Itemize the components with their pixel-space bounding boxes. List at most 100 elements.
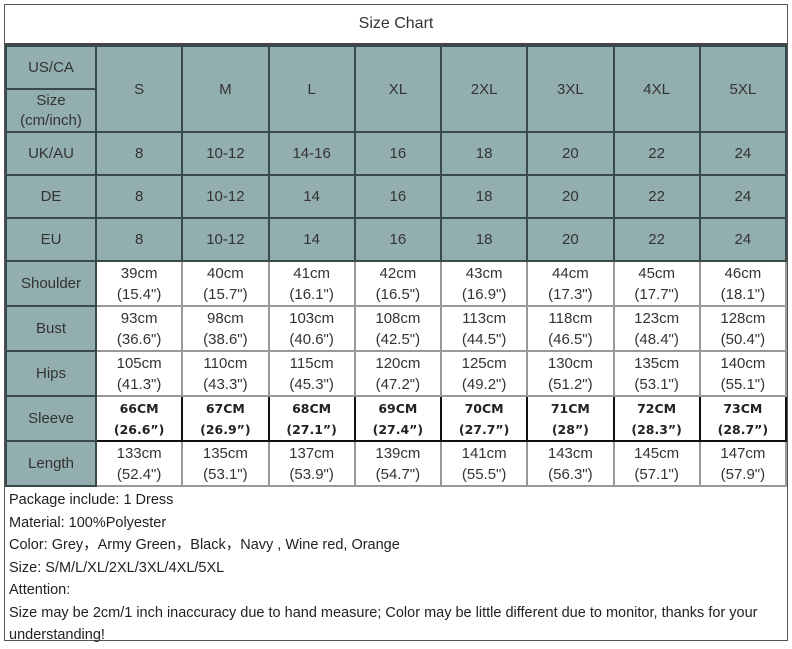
inch-value: (55.5") <box>461 465 507 483</box>
inch-value: (17.7") <box>634 285 679 303</box>
cm-value: 120cm <box>375 354 421 372</box>
cm-value: 46cm <box>724 264 762 282</box>
cm-value: 139cm <box>375 444 421 462</box>
inch-value: (27.4”) <box>372 421 424 437</box>
measure-row: Hips 105cm (41.3") 110cm (43.3") 115cm (45.3")… <box>5 350 788 397</box>
inch-value: (40.6") <box>289 330 334 348</box>
cm-value: 93cm <box>120 309 158 327</box>
cm-value: 118cm <box>548 309 593 327</box>
measure-row: Bust 93cm (36.6") 98cm (38.6") 103cm (40.6") 10… <box>5 305 788 352</box>
row-label: Sleeve <box>5 395 97 442</box>
cm-value: 145cm <box>634 444 680 462</box>
inch-value: (46.5") <box>548 330 593 348</box>
region-size-cell: 14 <box>267 217 356 262</box>
measure-cell: 105cm (41.3") <box>94 350 184 397</box>
inch-value: (54.7") <box>375 465 421 483</box>
cm-value: 133cm <box>116 444 162 462</box>
measure-cell: 140cm (55.1") <box>698 350 788 397</box>
region-size-cell: 16 <box>353 131 443 176</box>
inch-value: (27.7”) <box>458 421 510 437</box>
measure-row: Shoulder 39cm (15.4") 40cm (15.7") 41cm (16.1"… <box>5 260 788 307</box>
inch-value: (44.5") <box>461 330 507 348</box>
cm-value: 45cm <box>638 264 675 282</box>
cm-value: 135cm <box>634 354 680 372</box>
measure-cell: 72CM (28.3”) <box>612 395 701 442</box>
note-line: Size may be 2cm/1 inch inaccuracy due to… <box>9 604 758 644</box>
header-row: US/CA S M L XL 2XL 3XL 4XL 5XL <box>5 45 788 133</box>
cm-value: 44cm <box>552 264 589 282</box>
size-header: 4XL <box>612 45 701 133</box>
inch-value: (53.1") <box>634 375 679 393</box>
measure-cell: 103cm (40.6") <box>267 305 356 352</box>
cm-value: 115cm <box>289 354 334 372</box>
cm-value: 42cm <box>379 264 417 282</box>
measure-row: Sleeve 66CM (26.6”) 67CM (26.9”) 68CM (27.1”) 6… <box>5 395 788 442</box>
size-header: M <box>181 45 270 133</box>
inch-value: (45.3") <box>289 375 334 393</box>
cm-value: 135cm <box>202 444 248 462</box>
inch-value: (53.1") <box>203 465 248 483</box>
inch-value: (16.5") <box>375 285 421 303</box>
inch-value: (17.3") <box>548 285 593 303</box>
region-size-cell: 22 <box>612 131 701 176</box>
region-size-cell: 10-12 <box>181 217 270 262</box>
cm-value: 103cm <box>289 309 335 327</box>
cm-value: 41cm <box>293 264 330 282</box>
measure-cell: 69CM (27.4”) <box>353 395 443 442</box>
cm-value: 69CM <box>378 400 418 416</box>
us-ca-label: US/CA <box>5 45 97 90</box>
measure-cell: 93cm (36.6") <box>94 305 184 352</box>
measure-cell: 39cm (15.4") <box>94 260 184 307</box>
unit-label: (cm/inch) <box>20 111 82 129</box>
cm-value: 123cm <box>634 309 680 327</box>
measure-cell: 41cm (16.1") <box>267 260 356 307</box>
cm-value: 108cm <box>375 309 421 327</box>
cm-value: 125cm <box>461 354 507 372</box>
measure-cell: 125cm (49.2") <box>439 350 529 397</box>
row-label: DE <box>5 174 97 219</box>
measure-cell: 118cm (46.5") <box>526 305 615 352</box>
measure-cell: 115cm (45.3") <box>267 350 356 397</box>
measure-cell: 141cm (55.5") <box>439 440 529 487</box>
note-line: Material: 100%Polyester <box>9 514 167 531</box>
cm-value: 140cm <box>720 354 766 372</box>
measure-cell: 143cm (56.3") <box>526 440 615 487</box>
row-label: UK/AU <box>5 131 97 176</box>
region-size-cell: 10-12 <box>181 131 270 176</box>
inch-value: (56.3") <box>548 465 593 483</box>
cm-value: 113cm <box>462 309 507 327</box>
inch-value: (15.4") <box>116 285 162 303</box>
measure-cell: 147cm (57.9") <box>698 440 788 487</box>
measure-cell: 66CM (26.6”) <box>94 395 184 442</box>
inch-value: (53.9") <box>289 465 334 483</box>
row-label: Shoulder <box>5 260 97 307</box>
size-header: 3XL <box>526 45 615 133</box>
measure-cell: 45cm (17.7") <box>612 260 701 307</box>
cm-value: 98cm <box>207 309 244 327</box>
region-size-cell: 14-16 <box>267 131 356 176</box>
inch-value: (28”) <box>551 421 589 437</box>
cm-value: 73CM <box>723 400 763 416</box>
notes: Package include: 1 Dress Material: 100%Po… <box>5 487 787 649</box>
cm-value: 71CM <box>550 400 590 416</box>
region-size-cell: 24 <box>698 217 788 262</box>
measure-cell: 128cm (50.4") <box>698 305 788 352</box>
inch-value: (28.3”) <box>631 421 682 437</box>
cm-value: 147cm <box>720 444 766 462</box>
size-header: XL <box>353 45 443 133</box>
inch-value: (16.1") <box>289 285 334 303</box>
measure-cell: 44cm (17.3") <box>526 260 615 307</box>
note-line: Attention: <box>9 582 71 598</box>
region-size-cell: 8 <box>94 174 184 219</box>
note-line: Size: S/M/L/XL/2XL/3XL/4XL/5XL <box>9 559 225 576</box>
region-size-cell: 20 <box>526 217 615 262</box>
cm-value: 137cm <box>289 444 335 462</box>
cm-value: 110cm <box>203 354 248 372</box>
region-size-cell: 24 <box>698 131 788 176</box>
measure-cell: 71CM (28”) <box>526 395 615 442</box>
inch-value: (27.1”) <box>286 421 337 437</box>
region-size-cell: 18 <box>439 217 529 262</box>
cm-value: 141cm <box>461 444 507 462</box>
cm-value: 68CM <box>292 400 332 416</box>
measure-cell: 98cm (38.6") <box>181 305 270 352</box>
